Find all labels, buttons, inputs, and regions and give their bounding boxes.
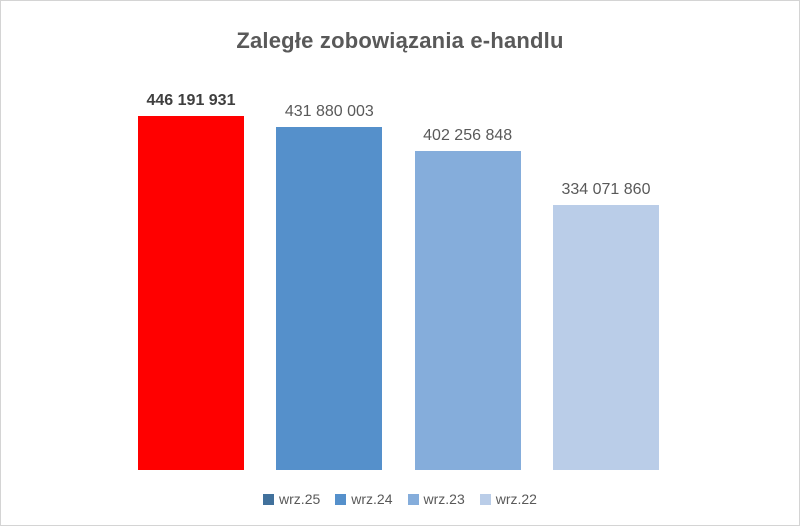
legend-label: wrz.23 [423, 491, 465, 507]
bar-value-label: 334 071 860 [561, 181, 651, 198]
legend-label: wrz.22 [495, 491, 537, 507]
legend-swatch-icon [263, 493, 275, 505]
legend-label: wrz.24 [351, 491, 393, 507]
bar-value-label: 431 880 003 [284, 103, 374, 120]
legend-item-wrz.22: wrz.22 [479, 491, 537, 507]
legend-swatch-icon [407, 493, 419, 505]
legend-swatch-icon [335, 493, 347, 505]
bar-group-wrz.22: 334 071 860 [552, 116, 659, 470]
bar-wrz.22 [552, 205, 659, 470]
legend-label: wrz.25 [279, 491, 321, 507]
legend: wrz.25 wrz.24 wrz.23 wrz.22 [1, 491, 799, 507]
bar-group-wrz.25: 446 191 931 [138, 92, 244, 470]
legend-item-wrz.25: wrz.25 [263, 491, 320, 507]
legend-item-wrz.24: wrz.24 [335, 491, 393, 507]
bar-wrz.24 [276, 127, 383, 470]
bar-value-label: 446 191 931 [146, 92, 236, 109]
bar-wrz.25 [138, 116, 244, 470]
legend-item-wrz.23: wrz.23 [407, 491, 465, 507]
bar-value-label: 402 256 848 [423, 127, 513, 144]
bar-group-wrz.23: 402 256 848 [414, 116, 521, 470]
bar-wrz.23 [414, 151, 521, 470]
legend-swatch-icon [479, 493, 491, 505]
bar-group-wrz.24: 431 880 003 [276, 103, 383, 470]
plot-area: 446 191 931 431 880 003 402 256 848 334 071… [138, 92, 659, 470]
chart-title: Zaległe zobowiązania e-handlu [236, 28, 564, 53]
